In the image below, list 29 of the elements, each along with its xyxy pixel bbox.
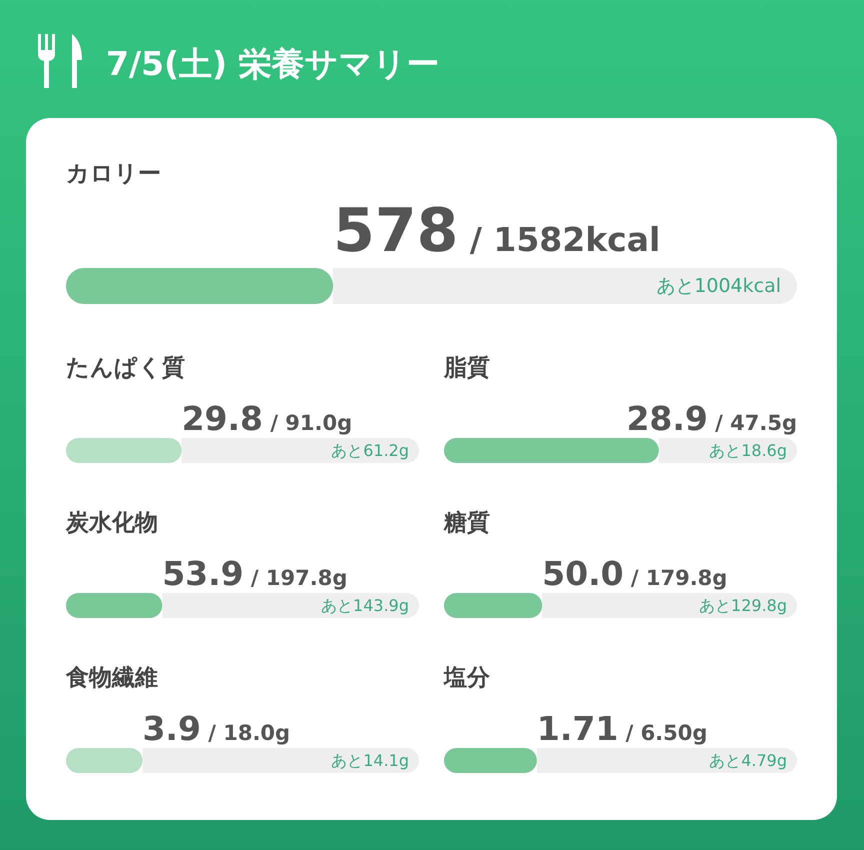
total-label: / 1582kcal [468,220,660,259]
chart-title: 食物繊維 [66,664,158,693]
chart-title: 炭水化物 [66,509,158,538]
chart-title: カロリー [66,160,161,189]
total-label: / 18.0g [207,721,290,745]
total-label: / 197.8g [250,566,348,590]
total-label: / 47.5g [714,411,797,435]
data-label: あと14.1g [331,750,409,772]
data-label: 28.9 [626,399,708,438]
data-label: あと4.79g [709,750,787,772]
total-label: / 179.8g [630,566,728,590]
data-label: 29.8 [182,399,264,438]
data-label: 3.9 [142,709,201,748]
data-label: あと1004kcal [656,274,781,299]
text: 7/5(土) 栄養サマリー [106,43,440,85]
data-label: 578 [333,196,458,266]
chart-title: 糖質 [444,509,490,538]
total-label: / 91.0g [269,411,352,435]
data-label: 50.0 [542,554,624,593]
chart-title: たんぱく質 [66,354,185,383]
data-label: あと129.8g [699,595,787,617]
chart-title: 塩分 [444,664,490,693]
data-label: 53.9 [162,554,244,593]
data-label: あと61.2g [331,440,409,462]
data-label: あと18.6g [709,440,787,462]
chart-title: 脂質 [444,354,490,383]
data-label: あと143.9g [321,595,409,617]
total-label: / 6.50g [624,721,708,745]
data-label: 1.71 [536,709,618,748]
